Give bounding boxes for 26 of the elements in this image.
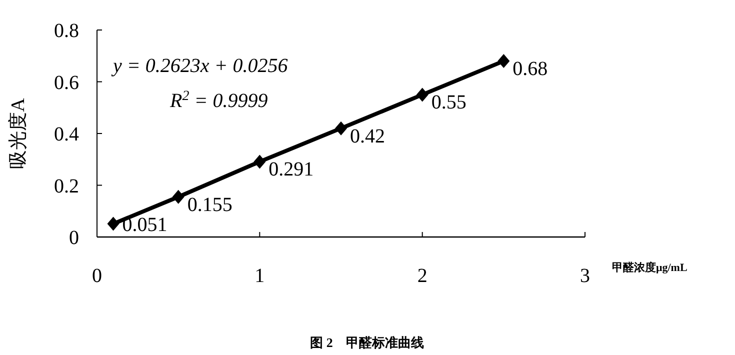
x-axis-title: 甲醛浓度μg/mL	[612, 261, 688, 274]
data-label: 0.291	[268, 158, 314, 181]
point	[107, 216, 120, 231]
y-axis-title: 吸光度A	[7, 98, 29, 169]
point	[254, 154, 266, 169]
data-label: 0.051	[122, 214, 168, 236]
annotation: R$^{2}$ = 0.9999	[169, 88, 268, 112]
x-tick-label: 3	[580, 265, 590, 287]
text: 图 2 甲醛标准曲线	[310, 335, 424, 350]
x-tick-label: 2	[417, 265, 428, 287]
point	[498, 54, 510, 68]
data-label: 0.155	[187, 194, 232, 216]
y-tick-label: 0.4	[54, 124, 79, 146]
data-label: 0.55	[431, 92, 466, 114]
point	[416, 88, 428, 102]
x-tick-label: 1	[254, 265, 265, 287]
point	[172, 190, 184, 204]
y-tick-label: 0	[69, 227, 79, 249]
y-tick-label: 0.2	[54, 175, 79, 198]
data-label: 0.68	[512, 58, 548, 80]
y-tick-label: 0.8	[54, 20, 79, 42]
point	[335, 121, 347, 136]
x-tick-label: 0	[92, 265, 102, 287]
y-tick-label: 0.6	[54, 72, 79, 94]
data-label: 0.42	[350, 125, 385, 148]
annotation: y = 0.2623x + 0.0256	[111, 55, 288, 77]
